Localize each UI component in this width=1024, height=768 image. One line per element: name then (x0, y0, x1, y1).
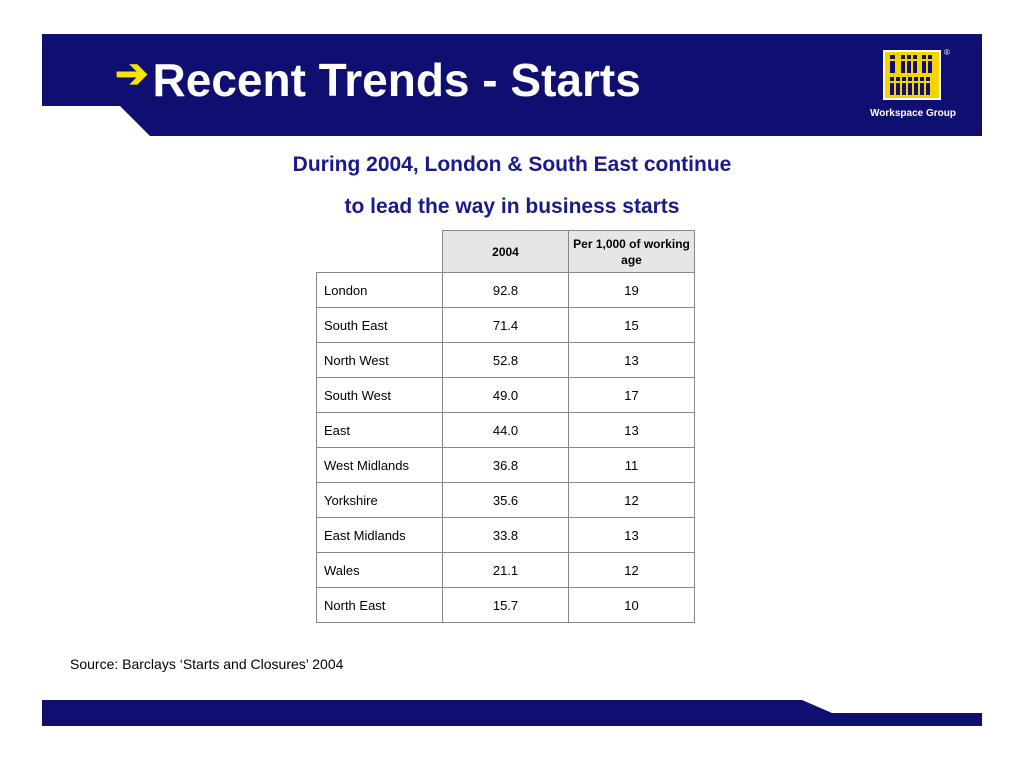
subtitle-line-2: to lead the way in business starts (344, 195, 680, 218)
table-row: Wales 21.1 12 (316, 552, 695, 588)
arrow-icon: ➔ (115, 52, 149, 96)
region-cell: North East (316, 587, 443, 623)
registered-mark: ® (944, 48, 950, 57)
per-1000-cell: 13 (568, 342, 695, 378)
value-2004-cell: 21.1 (442, 552, 569, 588)
workspace-group-logo: ® Workspace Group (866, 44, 960, 124)
per-1000-cell: 12 (568, 482, 695, 518)
table-row: London 92.8 19 (316, 272, 695, 308)
region-cell: North West (316, 342, 443, 378)
per-1000-cell: 12 (568, 552, 695, 588)
table-row: East Midlands 33.8 13 (316, 517, 695, 553)
per-1000-cell: 11 (568, 447, 695, 483)
region-cell: South West (316, 377, 443, 413)
value-2004-cell: 15.7 (442, 587, 569, 623)
value-2004-cell: 44.0 (442, 412, 569, 448)
value-2004-cell: 36.8 (442, 447, 569, 483)
table-row: South East 71.4 15 (316, 307, 695, 343)
logo-people-icon (883, 50, 941, 100)
region-cell: East (316, 412, 443, 448)
source-note: Source: Barclays ‘Starts and Closures’ 2… (70, 656, 344, 672)
header-2004: 2004 (442, 230, 569, 273)
per-1000-cell: 10 (568, 587, 695, 623)
region-cell: West Midlands (316, 447, 443, 483)
per-1000-cell: 15 (568, 307, 695, 343)
per-1000-cell: 13 (568, 517, 695, 553)
value-2004-cell: 35.6 (442, 482, 569, 518)
business-starts-table: 2004 Per 1,000 of working age London 92.8… (316, 230, 695, 623)
region-cell: Wales (316, 552, 443, 588)
table-row: Yorkshire 35.6 12 (316, 482, 695, 518)
header-blank-cell (316, 230, 443, 273)
header-banner (42, 34, 982, 136)
slide-title-text: Recent Trends - Starts (152, 54, 641, 106)
table-row: West Midlands 36.8 11 (316, 447, 695, 483)
table-row: East 44.0 13 (316, 412, 695, 448)
table-row: North East 15.7 10 (316, 587, 695, 623)
value-2004-cell: 71.4 (442, 307, 569, 343)
logo-text: Workspace Group (870, 108, 956, 119)
per-1000-cell: 19 (568, 272, 695, 308)
per-1000-cell: 13 (568, 412, 695, 448)
region-cell: South East (316, 307, 443, 343)
slide-title: ➔ Recent Trends - Starts (115, 50, 641, 110)
region-cell: Yorkshire (316, 482, 443, 518)
region-cell: East Midlands (316, 517, 443, 553)
value-2004-cell: 33.8 (442, 517, 569, 553)
subtitle-line-1: During 2004, London & South East continu… (292, 153, 732, 176)
table-row: South West 49.0 17 (316, 377, 695, 413)
table-row: North West 52.8 13 (316, 342, 695, 378)
footer-banner (42, 700, 982, 731)
value-2004-cell: 52.8 (442, 342, 569, 378)
table-header-row: 2004 Per 1,000 of working age (316, 230, 695, 273)
header-per-1000: Per 1,000 of working age (568, 230, 695, 273)
value-2004-cell: 49.0 (442, 377, 569, 413)
per-1000-cell: 17 (568, 377, 695, 413)
value-2004-cell: 92.8 (442, 272, 569, 308)
region-cell: London (316, 272, 443, 308)
